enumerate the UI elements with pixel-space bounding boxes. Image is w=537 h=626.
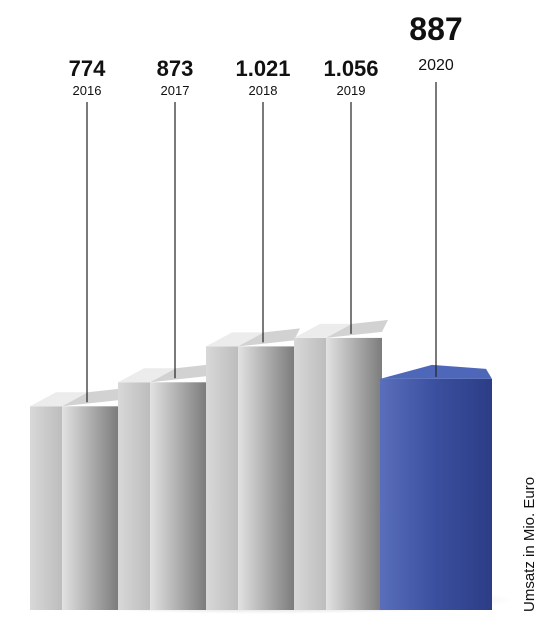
bar-top-left-2016	[30, 392, 88, 407]
year-label-2020: 2020	[418, 57, 454, 74]
year-label-2017: 2017	[161, 83, 190, 98]
bar-group-2017: 873 2017	[118, 56, 212, 610]
value-label-2016: 774	[69, 56, 106, 81]
bar-side-2016	[30, 406, 62, 610]
year-label-2018: 2018	[249, 83, 278, 98]
value-label-2019: 1.056	[323, 56, 378, 81]
bar-side-2018	[206, 346, 238, 610]
bar-top-left-2017	[118, 368, 176, 383]
bar-group-2019: 1.056 2019	[294, 56, 388, 610]
value-label-2020: 887	[409, 11, 462, 47]
year-label-2016: 2016	[73, 83, 102, 98]
y-axis-label: Umsatz in Mio. Euro	[521, 476, 537, 612]
bar-top-2018	[238, 328, 300, 347]
bar-group-2020: 887 2020	[380, 11, 492, 610]
bar-group-2018: 1.021 2018	[206, 56, 300, 610]
bar-side-2019	[294, 337, 326, 610]
year-label-2019: 2019	[337, 83, 366, 98]
bar-top-2019	[326, 319, 388, 338]
bar-2017	[150, 382, 206, 610]
bar-side-2017	[118, 382, 150, 610]
bar-top-left-2019	[294, 323, 352, 338]
bar-2019	[326, 337, 382, 610]
value-label-2018: 1.021	[235, 56, 290, 81]
bar-top-2017	[150, 364, 212, 383]
bar-top-left-2018	[206, 332, 264, 347]
bar-2020	[380, 378, 492, 610]
bar-group-2016: 774 2016	[30, 56, 124, 610]
bar-2018	[238, 346, 294, 610]
bar-top-2016	[62, 388, 124, 407]
value-label-2017: 873	[157, 56, 194, 81]
bar-2016	[62, 406, 118, 610]
